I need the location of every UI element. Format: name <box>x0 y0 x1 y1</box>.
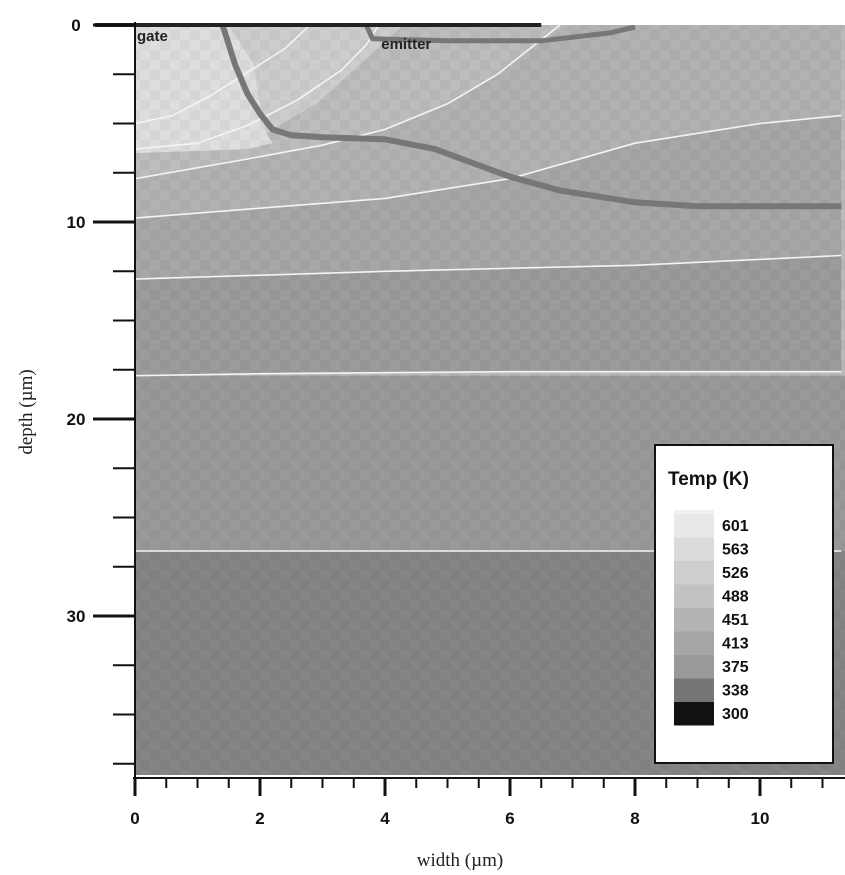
legend-title: Temp (K) <box>668 469 749 490</box>
y-tick-label: 20 <box>67 410 86 429</box>
emitter-contact-line <box>364 25 636 44</box>
legend-label-563: 563 <box>722 542 749 559</box>
legend-label-338: 338 <box>722 683 749 700</box>
legend-swatch-526 <box>674 561 714 585</box>
x-tick-label: 6 <box>505 809 514 828</box>
junction-line <box>219 25 842 210</box>
legend-swatch-413 <box>674 631 714 655</box>
legend-label-451: 451 <box>722 612 749 629</box>
y-tick-label: 10 <box>67 213 86 232</box>
legend-swatch-488 <box>674 584 714 608</box>
x-tick-label: 0 <box>130 809 139 828</box>
isotherm-line-6 <box>135 25 311 125</box>
x-tick-label: 4 <box>380 809 390 828</box>
y-tick-label: 0 <box>71 16 80 35</box>
legend-swatch-300 <box>674 702 714 726</box>
legend-swatch-451 <box>674 608 714 632</box>
x-tick-label: 10 <box>751 809 770 828</box>
legend-label-375: 375 <box>722 659 749 676</box>
isotherm-line-3 <box>135 254 842 280</box>
x-tick-label: 2 <box>255 809 264 828</box>
y-axis-title: depth (µm) <box>16 369 37 454</box>
y-tick-label: 30 <box>67 607 86 626</box>
legend-swatch-375 <box>674 655 714 679</box>
legend-label-300: 300 <box>722 706 749 723</box>
legend-swatch-601 <box>674 514 714 538</box>
isotherm-line-1 <box>135 25 561 180</box>
legend-label-413: 413 <box>722 636 749 653</box>
x-tick-label: 8 <box>630 809 639 828</box>
legend: Temp (K) 601 563 526 488 451 413 375 338 300 <box>654 444 834 764</box>
legend-label-601: 601 <box>722 518 749 535</box>
plot-area <box>135 25 845 775</box>
isotherm-line-0 <box>135 25 380 150</box>
legend-label-526: 526 <box>722 565 749 582</box>
legend-label-488: 488 <box>722 589 749 606</box>
annotation-gate: gate <box>137 28 168 45</box>
x-axis-title: width (µm) <box>417 850 503 871</box>
legend-swatch-563 <box>674 537 714 561</box>
legend-swatch-338 <box>674 678 714 702</box>
isotherm-line-4 <box>135 370 842 377</box>
annotation-emitter: emitter <box>381 36 431 53</box>
